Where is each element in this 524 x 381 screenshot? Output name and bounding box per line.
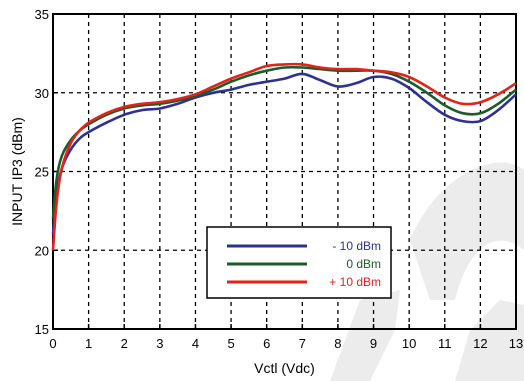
- x-tick-label: 7: [299, 336, 306, 351]
- series-line-3: [51, 62, 517, 251]
- x-axis-label: Vctl (Vdc): [254, 360, 315, 376]
- x-tick-label: 10: [402, 336, 416, 351]
- x-tick-label: 5: [227, 336, 234, 351]
- y-tick-label: 25: [35, 165, 49, 180]
- legend: - 10 dBm 0 dBm + 10 dBm: [206, 226, 392, 299]
- y-axis-label: INPUT IP3 (dBm): [9, 117, 25, 226]
- x-tick-label: 0: [49, 336, 56, 351]
- watermark-shape: [330, 290, 400, 381]
- series-line-1: [51, 72, 517, 235]
- x-tick-label: 2: [121, 336, 128, 351]
- y-axis-ticks: 15 20 25 30 35: [35, 7, 58, 337]
- watermark-shape: [455, 300, 524, 381]
- x-tick-label: 12: [473, 336, 487, 351]
- y-tick-label: 30: [35, 86, 49, 101]
- x-tick-label: 11: [438, 336, 452, 351]
- watermark-shapes: [330, 162, 524, 381]
- legend-label: + 10 dBm: [329, 275, 381, 289]
- x-axis-ticks: 0 1 2 3 4 5 6 7 8 9 10 11 12 13: [49, 324, 523, 351]
- x-tick-label: 9: [370, 336, 377, 351]
- x-tick-label: 6: [263, 336, 270, 351]
- x-tick-label: 4: [192, 336, 199, 351]
- x-tick-label: 3: [156, 336, 163, 351]
- series-lines: [51, 62, 517, 251]
- y-tick-label: 35: [35, 7, 49, 22]
- y-tick-label: 20: [35, 243, 49, 258]
- x-tick-label: 8: [334, 336, 341, 351]
- watermark-shape: [410, 162, 524, 300]
- legend-label: - 10 dBm: [332, 239, 381, 253]
- x-tick-label: 13: [509, 336, 523, 351]
- x-tick-label: 1: [85, 336, 92, 351]
- legend-label: 0 dBm: [346, 257, 381, 271]
- y-tick-label: 15: [35, 322, 49, 337]
